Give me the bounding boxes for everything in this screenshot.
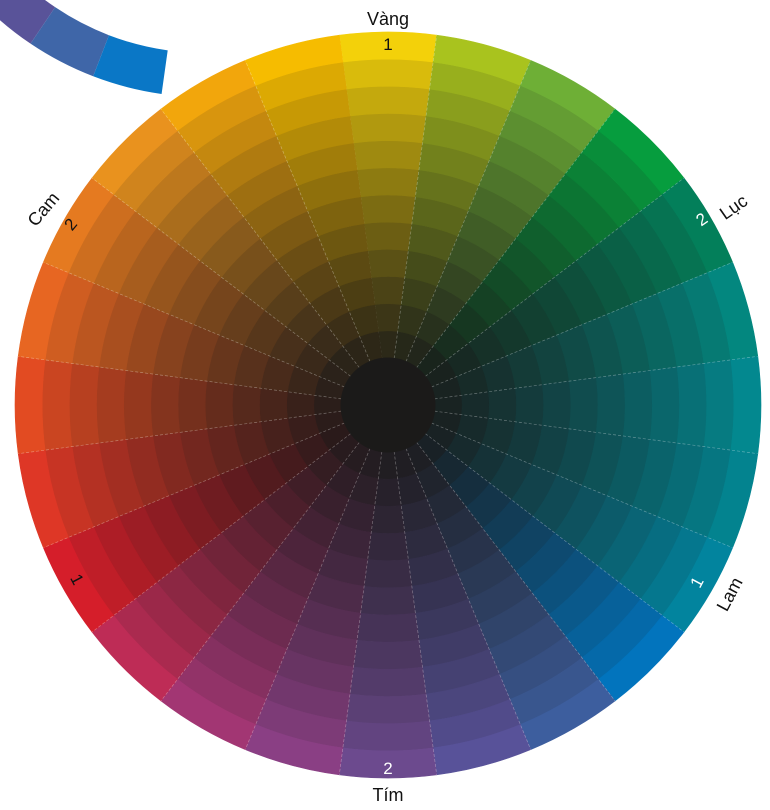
- wheel-cell: [342, 58, 434, 90]
- wheel-cell: [360, 194, 416, 225]
- wheel-cell: [703, 359, 735, 451]
- wheel-cell: [244, 34, 344, 86]
- wheel-cell: [730, 355, 762, 455]
- wheel-cell: [622, 370, 653, 440]
- wheel-cell: [356, 612, 420, 643]
- partial-wheel-cell: [30, 7, 109, 77]
- partial-wheel-cell: [93, 35, 168, 94]
- wheel-cell: [259, 387, 288, 423]
- partial-second-wheel: [0, 0, 168, 94]
- wheel-cell: [541, 380, 572, 430]
- wheel-cell: [123, 370, 154, 440]
- wheel-spoke: [405, 60, 532, 362]
- wheel-spoke: [431, 261, 733, 388]
- wheel-cell: [69, 363, 100, 447]
- wheel-cell: [346, 693, 430, 724]
- wheel-cell: [488, 387, 517, 423]
- wheel-cell: [370, 505, 406, 534]
- label-purple: Tím: [373, 785, 404, 805]
- wheel-cell: [14, 355, 46, 455]
- wheel-cell: [367, 532, 409, 561]
- wheel-spoke: [416, 442, 616, 702]
- wheel-cell: [150, 373, 181, 437]
- label-blue: Lam: [713, 574, 747, 614]
- label-green: Lục: [716, 191, 751, 224]
- wheel-cell: [595, 373, 626, 437]
- wheel-spoke: [160, 108, 360, 368]
- wheel-spoke: [43, 422, 345, 549]
- label-yellow: Vàng: [367, 9, 409, 29]
- wheel-cell: [515, 384, 544, 426]
- wheel-cell: [363, 221, 413, 252]
- wheel-spoke: [393, 35, 438, 359]
- color-wheel: [14, 31, 762, 779]
- wheel-spoke: [434, 355, 758, 400]
- wheel-cell: [374, 478, 402, 507]
- wheel-spoke: [160, 442, 360, 702]
- wheel-cell: [360, 585, 416, 616]
- wheel-labels: Vàng 1 2 Lục 1 Lam 2 Tím Cam 2 1: [24, 9, 752, 805]
- wheel-cell: [568, 377, 599, 433]
- wheel-cell: [374, 303, 402, 332]
- wheel-cell: [286, 391, 315, 419]
- wheel-spoke: [18, 410, 342, 455]
- wheel-spoke: [244, 60, 371, 362]
- wheel-spoke: [43, 261, 345, 388]
- wheel-spoke: [393, 451, 438, 775]
- wheel-cell: [346, 86, 430, 117]
- wheel-spoke: [91, 433, 351, 633]
- wheel-cell: [461, 391, 490, 419]
- wheel-cell: [204, 380, 235, 430]
- wheel-cell: [367, 249, 409, 278]
- wheel-spoke: [244, 448, 371, 750]
- number-purple: 2: [383, 759, 392, 778]
- number-yellow: 1: [383, 35, 392, 54]
- wheel-center: [340, 357, 436, 453]
- wheel-spoke: [431, 422, 733, 549]
- wheel-cell: [96, 366, 127, 444]
- wheel-spoke: [425, 433, 685, 633]
- wheel-spoke: [338, 451, 383, 775]
- wheel-cell: [349, 666, 427, 697]
- label-orange: Cam: [24, 188, 64, 230]
- partial-wheel-cell: [0, 0, 56, 44]
- wheel-cell: [353, 140, 423, 171]
- wheel-spoke: [425, 177, 685, 377]
- wheel-cell: [370, 276, 406, 305]
- wheel-cell: [349, 113, 427, 144]
- wheel-cell: [676, 363, 707, 447]
- wheel-cell: [232, 384, 261, 426]
- wheel-cell: [649, 366, 680, 444]
- wheel-spoke: [434, 410, 758, 455]
- wheel-cell: [353, 639, 423, 670]
- wheel-cell: [177, 377, 208, 433]
- wheel-cell: [363, 558, 413, 589]
- wheel-spoke: [18, 355, 342, 400]
- wheel-cell: [342, 720, 434, 752]
- wheel-cell: [356, 167, 420, 198]
- wheel-spoke: [405, 448, 532, 750]
- wheel-spoke: [416, 108, 616, 368]
- wheel-spoke: [91, 177, 351, 377]
- wheel-cell: [41, 359, 73, 451]
